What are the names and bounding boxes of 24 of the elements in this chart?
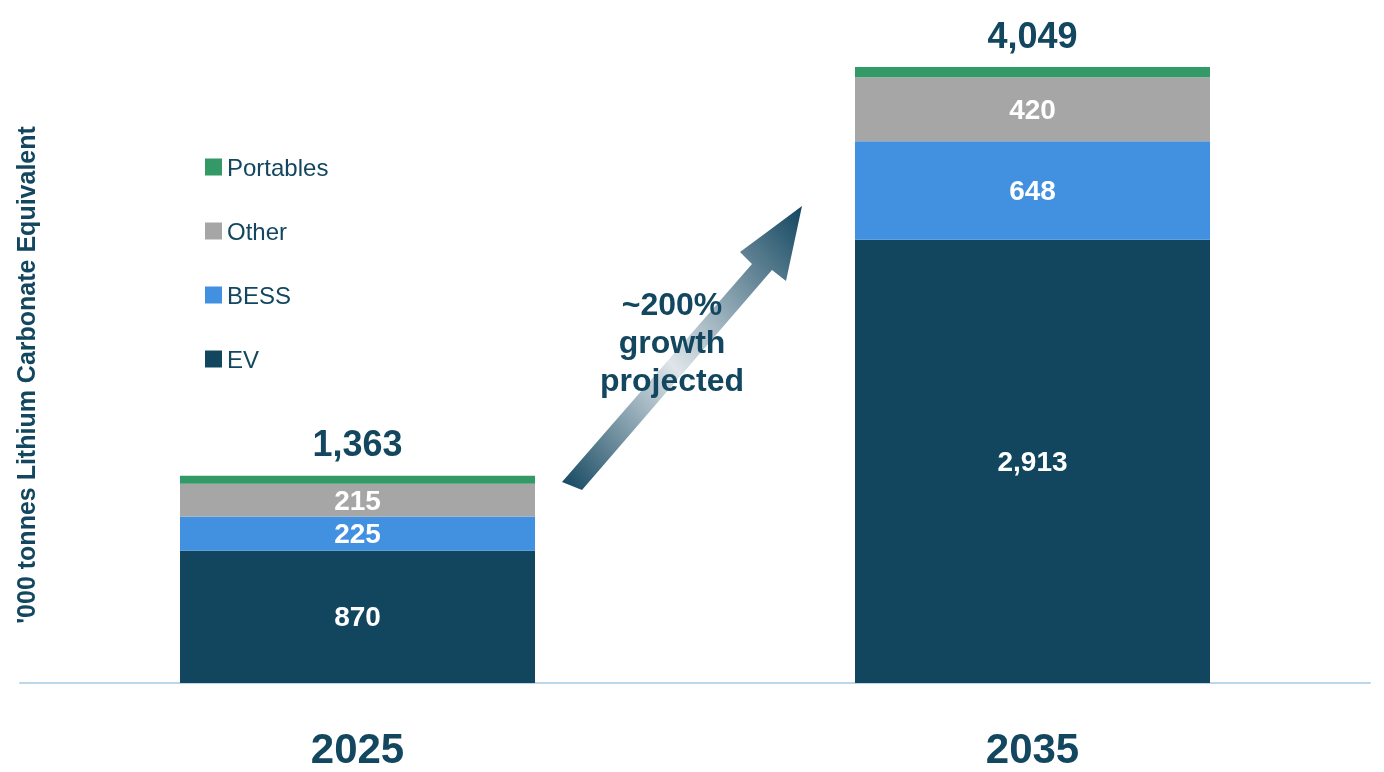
legend-label: BESS xyxy=(227,281,292,309)
data-label: 225 xyxy=(334,518,381,550)
legend-label: Other xyxy=(227,217,288,245)
y-axis-title: '000 tonnes Lithium Carbonate Equivalent xyxy=(11,125,40,624)
total-label: 1,363 xyxy=(312,423,403,465)
data-label: 420 xyxy=(1009,93,1056,125)
x-tick-label: 2035 xyxy=(985,724,1080,772)
bar xyxy=(855,67,1210,78)
bar xyxy=(855,239,1210,683)
data-label: 870 xyxy=(334,601,381,633)
data-label: 215 xyxy=(334,484,381,516)
bar xyxy=(180,483,535,517)
legend-label: Portables xyxy=(227,153,329,181)
bar xyxy=(180,516,535,551)
bar xyxy=(855,141,1210,240)
data-label: 648 xyxy=(1009,175,1056,207)
bar xyxy=(180,475,535,484)
x-tick-label: 2025 xyxy=(310,724,405,772)
total-label: 4,049 xyxy=(987,14,1078,56)
bar xyxy=(855,77,1210,142)
annotation: ~200% growth projected xyxy=(600,286,745,398)
data-label: 2,913 xyxy=(997,445,1068,477)
legend-label: EV xyxy=(227,345,260,373)
bar xyxy=(180,550,535,683)
